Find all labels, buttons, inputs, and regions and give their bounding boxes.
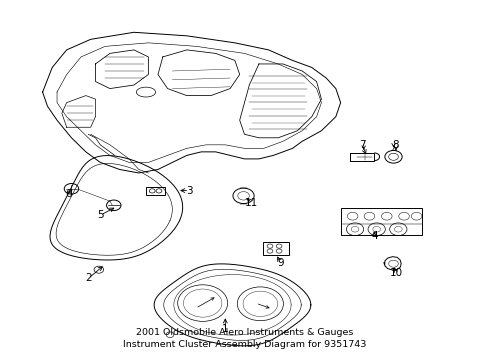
- Bar: [349, 153, 373, 161]
- Text: 2001 Oldsmobile Alero Instruments & Gauges
Instrument Cluster Assembly Diagram f: 2001 Oldsmobile Alero Instruments & Gaug…: [122, 328, 366, 349]
- Text: 8: 8: [392, 140, 398, 150]
- Text: 6: 6: [65, 189, 72, 199]
- Text: 2: 2: [85, 274, 91, 283]
- Text: 3: 3: [185, 185, 192, 195]
- Text: 10: 10: [388, 268, 402, 278]
- Text: 9: 9: [277, 258, 283, 267]
- Text: 11: 11: [244, 198, 258, 208]
- Text: 1: 1: [222, 324, 228, 334]
- Text: 5: 5: [97, 210, 103, 220]
- Text: 7: 7: [358, 140, 365, 150]
- Text: 4: 4: [370, 231, 377, 241]
